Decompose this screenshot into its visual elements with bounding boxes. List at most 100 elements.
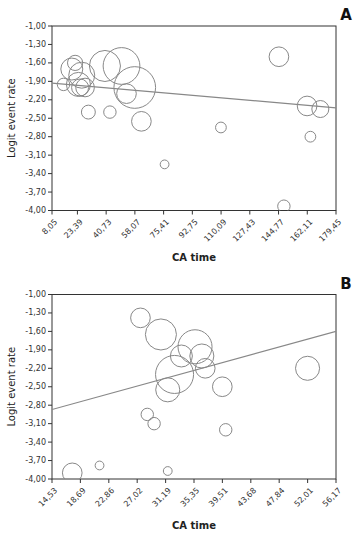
panel-label: B bbox=[340, 275, 351, 293]
panel: 14,5318,6922,8627,0231,1935,3539,5143,68… bbox=[6, 275, 352, 532]
y-tick bbox=[48, 442, 52, 443]
bubble bbox=[62, 463, 82, 479]
x-tick-label: 35,35 bbox=[179, 486, 202, 509]
plot-data bbox=[52, 47, 336, 211]
x-tick-label: 162,11 bbox=[288, 218, 314, 244]
y-tick bbox=[48, 118, 52, 119]
y-tick-label: -1,60 bbox=[25, 327, 46, 336]
x-tick-label: 144,77 bbox=[260, 218, 286, 244]
y-tick bbox=[48, 155, 52, 156]
x-tick bbox=[307, 479, 308, 483]
x-tick-label: 39,51 bbox=[207, 486, 230, 509]
bubble bbox=[132, 112, 152, 132]
y-tick-label: -1,00 bbox=[25, 290, 46, 299]
bubble bbox=[68, 55, 83, 70]
y-tick-label: -3,10 bbox=[25, 419, 46, 428]
y-tick-label: -2,20 bbox=[25, 364, 46, 373]
bubble bbox=[170, 345, 192, 367]
x-tick-label: 18,69 bbox=[65, 486, 88, 509]
bubble bbox=[114, 67, 156, 109]
x-tick-label: 14,53 bbox=[37, 486, 60, 509]
bubble bbox=[131, 308, 151, 328]
bubble bbox=[141, 408, 153, 420]
x-tick bbox=[77, 211, 78, 215]
plot-frame bbox=[52, 295, 336, 480]
y-tick-label: -4,00 bbox=[25, 206, 46, 215]
x-tick bbox=[336, 211, 337, 215]
x-tick bbox=[192, 211, 193, 215]
y-tick-label: -3,40 bbox=[25, 438, 46, 447]
x-tick-label: 52,01 bbox=[292, 486, 315, 509]
y-tick-label: -3,70 bbox=[25, 456, 46, 465]
y-tick bbox=[48, 81, 52, 82]
x-tick-label: 8,05 bbox=[40, 218, 59, 237]
bubble bbox=[156, 378, 180, 402]
x-axis-label: CA time bbox=[172, 520, 216, 531]
x-tick-label: 92,75 bbox=[177, 218, 200, 241]
x-tick bbox=[165, 479, 166, 483]
y-tick bbox=[48, 173, 52, 174]
bubble bbox=[305, 131, 316, 142]
bubble bbox=[160, 160, 169, 169]
bubble bbox=[163, 467, 172, 476]
y-tick bbox=[48, 294, 52, 295]
y-tick bbox=[48, 99, 52, 100]
y-tick bbox=[48, 62, 52, 63]
x-tick bbox=[249, 211, 250, 215]
bubble bbox=[212, 377, 232, 397]
x-tick bbox=[108, 479, 109, 483]
bubble bbox=[145, 319, 176, 350]
bubble bbox=[296, 356, 320, 380]
panel: 8,0523,3940,7358,0775,4192,75110,09127,4… bbox=[6, 6, 352, 263]
x-tick-label: 47,84 bbox=[264, 486, 287, 509]
y-axis-label: Logit event rate bbox=[6, 78, 17, 158]
y-tick-label: -1,30 bbox=[25, 40, 46, 49]
y-tick-label: -1,60 bbox=[25, 58, 46, 67]
y-tick-label: -3,10 bbox=[25, 151, 46, 160]
bubble bbox=[69, 62, 95, 88]
bubble bbox=[89, 50, 120, 81]
y-tick-label: -1,30 bbox=[25, 308, 46, 317]
x-tick-label: 75,41 bbox=[148, 218, 171, 241]
x-tick bbox=[134, 211, 135, 215]
y-tick-label: -1,90 bbox=[25, 77, 46, 86]
y-tick bbox=[48, 460, 52, 461]
bubble bbox=[190, 344, 214, 368]
x-tick bbox=[250, 479, 251, 483]
bubble bbox=[104, 106, 116, 118]
bubble bbox=[312, 101, 329, 118]
x-tick-label: 31,19 bbox=[150, 486, 173, 509]
y-tick bbox=[48, 331, 52, 332]
bubble bbox=[278, 200, 290, 211]
y-tick-label: -2,50 bbox=[25, 382, 46, 391]
y-tick bbox=[48, 312, 52, 313]
y-tick-label: -2,50 bbox=[25, 114, 46, 123]
y-tick bbox=[48, 44, 52, 45]
x-tick bbox=[279, 479, 280, 483]
panel-label: A bbox=[340, 6, 352, 24]
y-tick bbox=[48, 136, 52, 137]
x-tick bbox=[336, 479, 337, 483]
x-tick bbox=[278, 211, 279, 215]
y-tick bbox=[48, 405, 52, 406]
y-tick bbox=[48, 210, 52, 211]
x-tick bbox=[307, 211, 308, 215]
bubble bbox=[220, 424, 232, 436]
bubble bbox=[269, 47, 289, 67]
x-tick bbox=[106, 211, 107, 215]
x-tick-label: 43,68 bbox=[236, 486, 259, 509]
y-tick-label: -2,80 bbox=[25, 401, 46, 410]
x-tick-label: 58,07 bbox=[120, 218, 143, 241]
y-tick bbox=[48, 368, 52, 369]
bubble bbox=[148, 417, 160, 429]
y-tick-label: -2,20 bbox=[25, 95, 46, 104]
bubble bbox=[76, 78, 95, 97]
y-axis-label: Logit event rate bbox=[6, 347, 17, 427]
plot-data bbox=[52, 308, 336, 479]
y-tick-label: -4,00 bbox=[25, 475, 46, 484]
x-tick-label: 27,02 bbox=[122, 486, 145, 509]
x-tick bbox=[137, 479, 138, 483]
y-tick bbox=[48, 26, 52, 27]
x-tick bbox=[52, 211, 53, 215]
x-tick bbox=[194, 479, 195, 483]
